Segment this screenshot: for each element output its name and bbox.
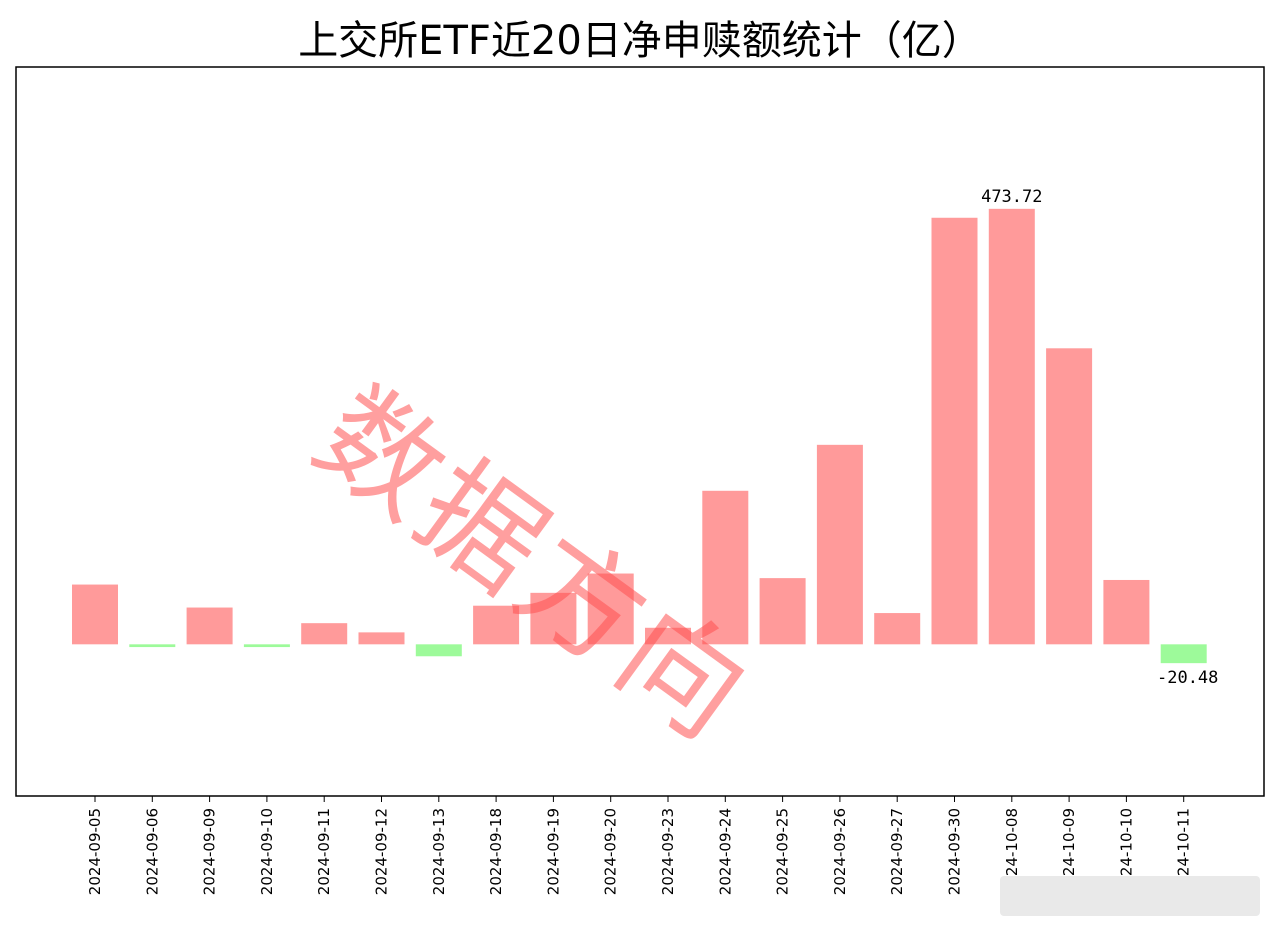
x-ticks-group: 2024-09-05 2024-09-06 2024-09-09 2024-09-10…: [86, 796, 1193, 895]
x-tick-label: 2024-09-23: [659, 808, 677, 895]
x-tick-label: 2024-09-09: [201, 808, 219, 895]
bar-2024-09-06: [129, 644, 176, 648]
bar-2024-10-10: [1103, 579, 1150, 645]
x-tick-label: 2024-09-27: [888, 808, 906, 895]
x-tick-label: 2024-09-25: [774, 808, 792, 895]
bars-group: [72, 208, 1207, 664]
bar-2024-10-09: [1046, 348, 1093, 645]
bar-2024-09-26: [816, 444, 863, 645]
x-tick-label: 2024-09-30: [946, 808, 964, 895]
x-tick-label: 2024-09-12: [373, 808, 391, 895]
x-tick-label: 2024-09-20: [602, 808, 620, 895]
bar-2024-09-18: [473, 605, 520, 645]
bar-2024-09-11: [301, 623, 348, 645]
bar-2024-09-10: [243, 644, 290, 648]
x-tick-label: 2024-09-10: [258, 808, 276, 895]
bar-2024-09-12: [358, 632, 405, 645]
bar-2024-09-25: [759, 578, 806, 645]
obscured-region: [1000, 876, 1260, 916]
x-tick-label: 2024-09-26: [831, 808, 849, 895]
x-tick-label: 2024-10-10: [1117, 808, 1135, 895]
bar-2024-10-11: [1160, 644, 1207, 664]
plot-frame: [15, 66, 1265, 797]
x-tick-label: 2024-10-11: [1175, 808, 1193, 895]
bar-2024-09-09: [186, 607, 233, 645]
bar-2024-09-30: [931, 217, 978, 645]
bar-2024-09-13: [415, 644, 462, 657]
bar-2024-10-08: [988, 208, 1035, 645]
x-tick-label: 2024-09-11: [315, 808, 333, 895]
x-tick-label: 2024-09-24: [716, 808, 734, 895]
bar-2024-09-23: [645, 627, 691, 645]
x-tick-label: 2024-09-13: [430, 808, 448, 895]
bar-2024-09-05: [72, 584, 118, 645]
x-tick-label: 2024-10-09: [1060, 808, 1078, 895]
x-tick-label: 2024-09-18: [487, 808, 505, 895]
x-tick-label: 2024-09-19: [544, 808, 562, 895]
x-tick-label: 2024-09-06: [143, 808, 161, 895]
x-tick-label: 2024-10-08: [1003, 808, 1021, 895]
data-label: 473.72: [981, 187, 1042, 207]
chart-title: 上交所ETF近20日净申赎额统计（亿）: [298, 18, 982, 64]
bar-2024-09-19: [530, 592, 577, 645]
data-labels-group: 473.72 -20.48: [981, 187, 1218, 688]
bar-2024-09-20: [587, 573, 634, 645]
data-label: -20.48: [1157, 668, 1218, 688]
x-tick-label: 2024-09-05: [86, 808, 104, 895]
bar-2024-09-24: [702, 490, 749, 645]
bar-2024-09-27: [874, 613, 921, 645]
